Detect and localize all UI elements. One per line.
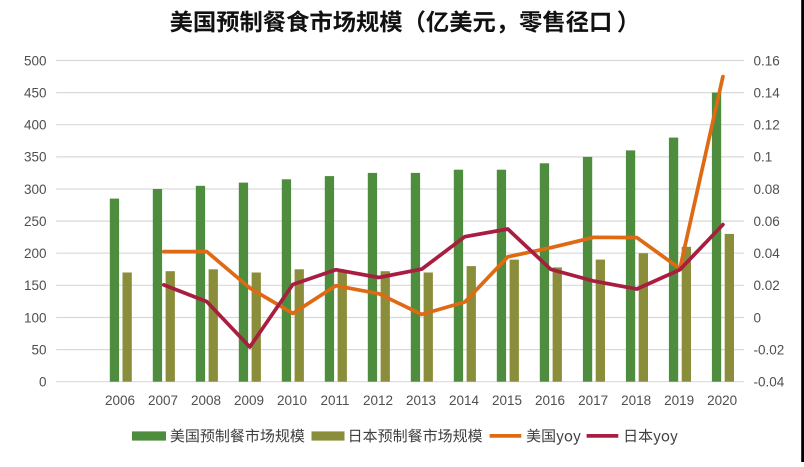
svg-text:0.1: 0.1 xyxy=(754,150,773,165)
svg-text:400: 400 xyxy=(24,118,47,133)
svg-text:0.06: 0.06 xyxy=(754,214,780,229)
svg-text:0.02: 0.02 xyxy=(754,278,780,293)
svg-text:2006: 2006 xyxy=(105,393,135,408)
svg-text:2008: 2008 xyxy=(191,393,221,408)
svg-text:-0.02: -0.02 xyxy=(754,342,785,357)
svg-text:0.12: 0.12 xyxy=(754,118,780,133)
svg-text:2015: 2015 xyxy=(492,393,522,408)
svg-text:200: 200 xyxy=(24,246,47,261)
svg-text:100: 100 xyxy=(24,310,47,325)
svg-text:0: 0 xyxy=(39,375,47,390)
svg-text:2014: 2014 xyxy=(449,393,480,408)
svg-text:2007: 2007 xyxy=(148,393,178,408)
svg-text:2009: 2009 xyxy=(234,393,264,408)
svg-text:250: 250 xyxy=(24,214,47,229)
svg-text:2018: 2018 xyxy=(621,393,651,408)
svg-text:300: 300 xyxy=(24,182,47,197)
svg-text:0.08: 0.08 xyxy=(754,182,780,197)
svg-text:0.04: 0.04 xyxy=(754,246,781,261)
svg-text:2019: 2019 xyxy=(664,393,694,408)
svg-text:50: 50 xyxy=(31,342,46,357)
svg-text:2016: 2016 xyxy=(535,393,565,408)
svg-text:2013: 2013 xyxy=(406,393,436,408)
svg-text:500: 500 xyxy=(24,53,47,68)
svg-text:2012: 2012 xyxy=(363,393,393,408)
svg-text:2010: 2010 xyxy=(277,393,307,408)
svg-text:0.14: 0.14 xyxy=(754,85,781,100)
svg-text:2020: 2020 xyxy=(707,393,737,408)
svg-text:150: 150 xyxy=(24,278,47,293)
svg-text:2011: 2011 xyxy=(320,393,349,408)
svg-text:0.16: 0.16 xyxy=(754,53,780,68)
svg-text:0: 0 xyxy=(754,310,762,325)
svg-text:2017: 2017 xyxy=(578,393,608,408)
svg-text:350: 350 xyxy=(24,150,47,165)
svg-text:-0.04: -0.04 xyxy=(754,375,785,390)
svg-text:450: 450 xyxy=(24,85,47,100)
